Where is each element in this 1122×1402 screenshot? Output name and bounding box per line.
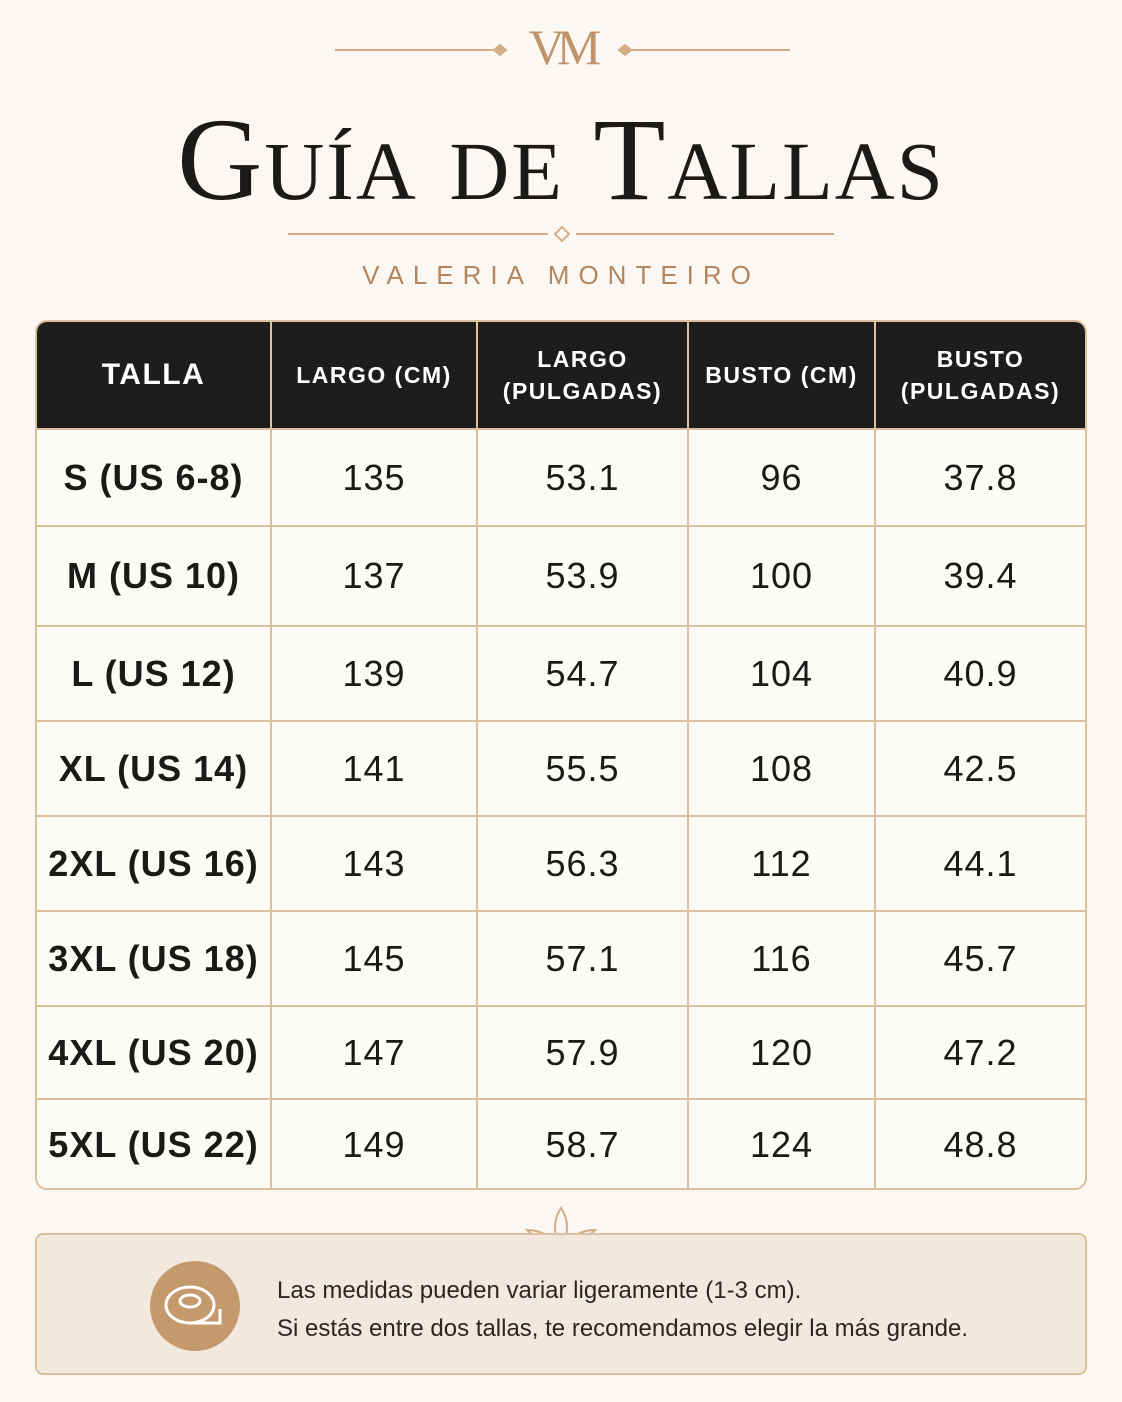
value-cell: 48.8 — [876, 1100, 1085, 1188]
value-cell: 57.1 — [478, 912, 689, 1007]
logo: VM — [528, 19, 602, 75]
value-cell: 58.7 — [478, 1100, 689, 1188]
value-cell: 44.1 — [876, 817, 1085, 912]
title: Guía de Tallas — [177, 94, 945, 225]
value-cell: 147 — [272, 1007, 478, 1100]
size-cell: S (US 6-8) — [37, 430, 272, 527]
value-cell: 135 — [272, 430, 478, 527]
value-cell: 40.9 — [876, 627, 1085, 722]
value-cell: 116 — [689, 912, 876, 1007]
size-cell: 3XL (US 18) — [37, 912, 272, 1007]
size-cell: XL (US 14) — [37, 722, 272, 817]
value-cell: 47.2 — [876, 1007, 1085, 1100]
value-cell: 45.7 — [876, 912, 1085, 1007]
size-cell: M (US 10) — [37, 527, 272, 627]
header-cell: LARGO (PULGADAS) — [478, 322, 689, 430]
value-cell: 37.8 — [876, 430, 1085, 527]
value-cell: 145 — [272, 912, 478, 1007]
value-cell: 143 — [272, 817, 478, 912]
size-cell: 4XL (US 20) — [37, 1007, 272, 1100]
note-line: Si estás entre dos tallas, te recomendam… — [277, 1315, 969, 1342]
value-cell: 108 — [689, 722, 876, 817]
header-cell: LARGO (CM) — [272, 322, 478, 430]
value-cell: 104 — [689, 627, 876, 722]
note-line: Las medidas pueden variar ligeramente (1… — [277, 1277, 802, 1304]
value-cell: 55.5 — [478, 722, 689, 817]
size-cell: 5XL (US 22) — [37, 1100, 272, 1188]
size-cell: 2XL (US 16) — [37, 817, 272, 912]
size-table: TALLA LARGO (CM) LARGO (PULGADAS) BUSTO (CM… — [35, 320, 1087, 1190]
value-cell: 120 — [689, 1007, 876, 1100]
header-cell: TALLA — [37, 322, 272, 430]
value-cell: 53.1 — [478, 430, 689, 527]
value-cell: 112 — [689, 817, 876, 912]
value-cell: 141 — [272, 722, 478, 817]
tape-icon — [150, 1261, 240, 1351]
brand: VALERIA MONTEIRO — [362, 260, 760, 290]
value-cell: 56.3 — [478, 817, 689, 912]
value-cell: 100 — [689, 527, 876, 627]
size-cell: L (US 12) — [37, 627, 272, 722]
header-cell: BUSTO (PULGADAS) — [876, 322, 1085, 430]
value-cell: 124 — [689, 1100, 876, 1188]
value-cell: 57.9 — [478, 1007, 689, 1100]
value-cell: 149 — [272, 1100, 478, 1188]
value-cell: 54.7 — [478, 627, 689, 722]
value-cell: 42.5 — [876, 722, 1085, 817]
value-cell: 137 — [272, 527, 478, 627]
note-box: Las medidas pueden variar ligeramente (1… — [35, 1233, 1087, 1375]
header-cell: BUSTO (CM) — [689, 322, 876, 430]
value-cell: 39.4 — [876, 527, 1085, 627]
value-cell: 139 — [272, 627, 478, 722]
value-cell: 53.9 — [478, 527, 689, 627]
value-cell: 96 — [689, 430, 876, 527]
